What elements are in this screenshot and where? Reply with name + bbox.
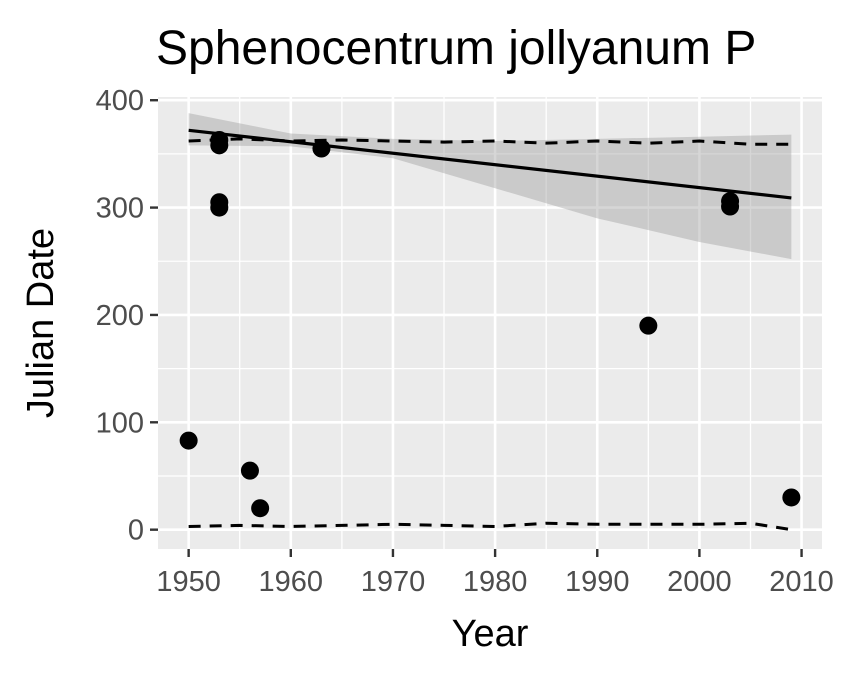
data-point [210, 136, 229, 155]
data-point [312, 139, 331, 158]
lower-quantile-line [188, 521, 792, 532]
data-point [721, 197, 740, 216]
data-point [240, 461, 259, 480]
data-point [782, 488, 801, 507]
points-layer [179, 130, 801, 518]
y-tick-label: 400 [96, 85, 144, 117]
x-axis-title: Year [452, 613, 529, 655]
x-tick-label: 2000 [667, 566, 732, 598]
data-point [251, 499, 270, 518]
x-tick-label: 1960 [259, 566, 324, 598]
data-point [639, 316, 658, 335]
y-tick-label: 0 [128, 515, 144, 547]
upper-quantile-line [188, 137, 792, 146]
y-tick-label: 200 [96, 300, 144, 332]
quantile-lines-layer [188, 137, 792, 532]
x-tick-label: 2010 [769, 566, 834, 598]
x-axis: 1950 1960 1970 1980 1990 2000 2010 [156, 549, 834, 598]
trend-line [188, 128, 792, 200]
y-tick-label: 300 [96, 193, 144, 225]
confidence-band-layer [188, 113, 792, 260]
grid-minor [158, 97, 822, 549]
data-point [179, 431, 198, 450]
x-tick-label: 1950 [156, 566, 221, 598]
y-axis: 0 100 200 300 400 [96, 85, 158, 547]
plot-panel [158, 97, 822, 549]
trend-line-layer [188, 128, 792, 200]
grid-major [158, 97, 822, 549]
chart-title: Sphenocentrum jollyanum P [156, 22, 756, 75]
y-tick-label: 100 [96, 407, 144, 439]
x-tick-label: 1990 [565, 566, 630, 598]
y-axis-title: Julian Date [20, 228, 62, 418]
confidence-band [188, 113, 792, 260]
data-point [210, 198, 229, 217]
x-tick-label: 1970 [361, 566, 426, 598]
x-tick-label: 1980 [463, 566, 528, 598]
